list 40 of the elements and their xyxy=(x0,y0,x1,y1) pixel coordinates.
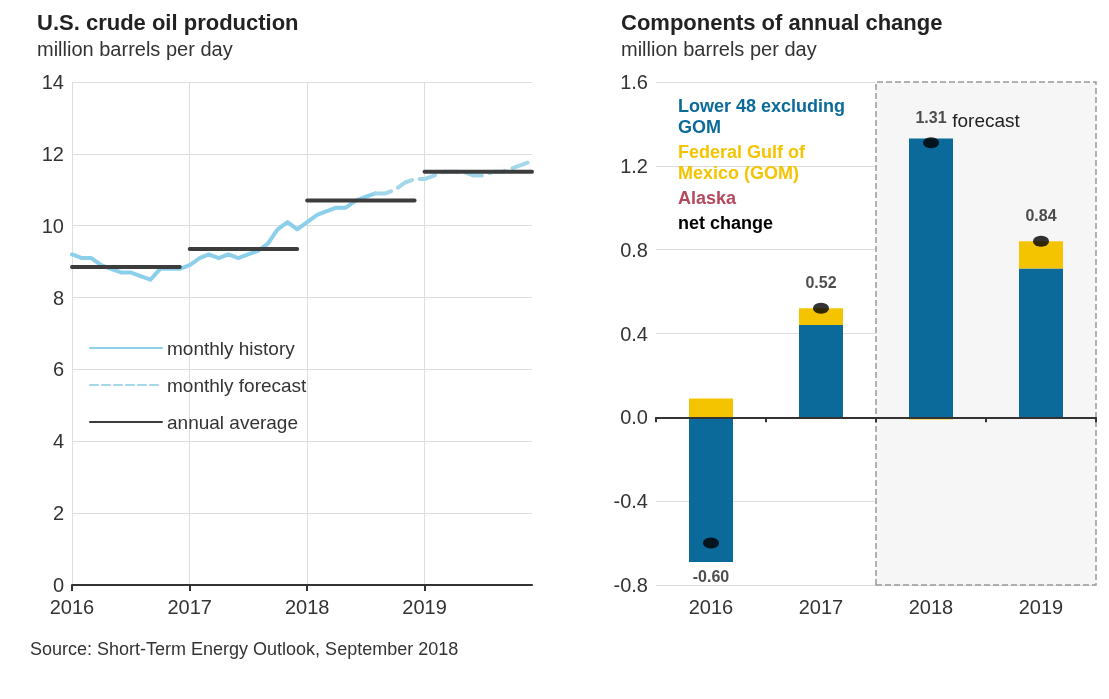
y-tick-label: 0.4 xyxy=(620,322,648,345)
chart-title: Components of annual change xyxy=(621,9,943,35)
text: Lower 48 excluding GOM xyxy=(678,95,851,137)
chart-subtitle: million barrels per day xyxy=(37,38,233,60)
y-tick-label: 6 xyxy=(52,358,64,381)
chart-subtitle: million barrels per day xyxy=(621,38,817,60)
y-tick-label: 10 xyxy=(41,214,64,237)
x-tick-label: 2016 xyxy=(688,596,734,618)
y-tick-label: 1.2 xyxy=(620,154,648,177)
y-tick-label: 12 xyxy=(41,142,64,165)
legend-label: monthly history xyxy=(167,337,296,359)
y-tick-label: 0.8 xyxy=(620,238,648,261)
y-tick-label: 1.6 xyxy=(620,71,648,93)
y-tick-label: 0.0 xyxy=(620,406,648,429)
y-tick-label: -0.8 xyxy=(613,574,648,596)
y-tick-label: -0.4 xyxy=(613,490,648,513)
legend-label: annual average xyxy=(167,411,298,433)
x-tick-label: 2016 xyxy=(49,596,95,618)
legend-label: monthly forecast xyxy=(167,374,308,396)
band-label: forecast xyxy=(952,110,1021,132)
source-note: Source: Short-Term Energy Outlook, September 2018 xyxy=(30,639,459,659)
x-tick-label: 2019 xyxy=(1018,596,1064,618)
x-tick-label: 2019 xyxy=(402,596,447,618)
y-tick-label: 8 xyxy=(52,286,64,309)
legend-label: Alaska xyxy=(678,187,738,208)
data-label: -0.60 xyxy=(692,568,730,586)
y-tick-label: 14 xyxy=(41,71,64,93)
x-tick-label: 2017 xyxy=(167,596,212,618)
y-tick-label: 4 xyxy=(52,430,64,453)
data-label: 0.84 xyxy=(1025,207,1057,225)
data-label: 0.52 xyxy=(805,274,837,292)
x-tick-label: 2018 xyxy=(908,596,954,618)
x-tick-label: 2017 xyxy=(798,596,844,618)
text: net change xyxy=(678,212,774,233)
data-label: 1.31 xyxy=(915,108,947,126)
y-tick-label: 2 xyxy=(52,502,64,525)
text: Federal Gulf of Mexico (GOM) xyxy=(678,141,811,183)
y-tick-label: 0 xyxy=(52,574,64,596)
x-tick-label: 2018 xyxy=(284,596,330,618)
chart-title: U.S. crude oil production xyxy=(37,9,299,35)
